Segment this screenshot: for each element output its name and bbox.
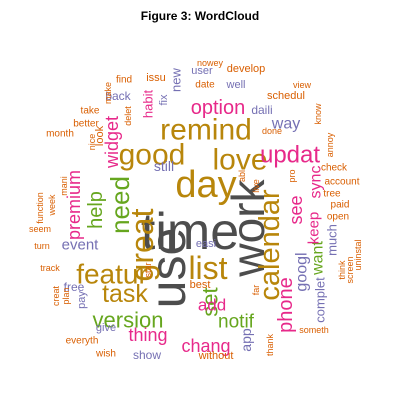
word-best: best bbox=[190, 279, 211, 291]
word-use: use bbox=[140, 228, 196, 309]
word-list: list bbox=[188, 250, 227, 286]
word-creat: creat bbox=[51, 286, 61, 307]
word-task: task bbox=[102, 280, 148, 308]
word-still: still bbox=[154, 158, 174, 174]
word-need: need bbox=[105, 176, 135, 234]
word-featur: featur bbox=[76, 259, 148, 290]
word-phone: phone bbox=[275, 277, 297, 333]
word-notif: notif bbox=[218, 312, 255, 333]
word-option: option bbox=[191, 97, 246, 119]
word-better: better bbox=[73, 119, 99, 130]
word-work: work bbox=[222, 178, 274, 277]
word-day: day bbox=[175, 164, 236, 206]
word-take: take bbox=[81, 106, 100, 117]
word-check: check bbox=[321, 163, 348, 174]
word-help: help bbox=[85, 191, 107, 229]
word-someth: someth bbox=[299, 325, 329, 335]
word-remind: remind bbox=[160, 114, 252, 147]
word-function: function bbox=[35, 192, 45, 224]
word-add: add bbox=[198, 296, 226, 315]
word-habit: habit bbox=[141, 90, 156, 119]
word-chang: chang bbox=[181, 336, 230, 356]
word-month: month bbox=[46, 129, 74, 140]
word-daili: daili bbox=[251, 103, 272, 117]
word-complet: complet bbox=[313, 277, 328, 323]
word-great: great bbox=[124, 208, 160, 281]
word-annoy: annoy bbox=[325, 132, 335, 157]
word-schedul: schedul bbox=[267, 90, 305, 102]
word-way: way bbox=[271, 116, 300, 133]
word-nowey: nowey bbox=[197, 58, 224, 68]
word-give: give bbox=[96, 322, 116, 334]
word-thank: thank bbox=[265, 333, 275, 356]
word-look: look bbox=[94, 125, 106, 146]
word-date: date bbox=[195, 80, 215, 91]
word-time: time bbox=[141, 203, 239, 261]
word-widget: widget bbox=[102, 116, 122, 169]
word-thing: thing bbox=[128, 325, 167, 345]
word-premium: premium bbox=[64, 170, 84, 240]
word-everyth: everyth bbox=[66, 336, 99, 347]
word-updat: updat bbox=[260, 142, 320, 169]
word-well: well bbox=[226, 79, 246, 91]
word-show: show bbox=[133, 348, 161, 362]
word-version: version bbox=[93, 308, 164, 333]
word-account: account bbox=[324, 177, 359, 188]
word-develop: develop bbox=[227, 63, 266, 75]
word-live: live bbox=[251, 179, 261, 193]
word-set: set bbox=[198, 287, 223, 316]
word-back: back bbox=[105, 89, 131, 103]
word-delet: delet bbox=[123, 106, 133, 126]
word-uninstal: uninstal bbox=[353, 239, 363, 270]
word-abl: abl bbox=[237, 170, 247, 182]
word-paid: paid bbox=[331, 200, 350, 211]
word-tree: tree bbox=[323, 189, 341, 200]
word-issu: issu bbox=[146, 72, 166, 84]
word-seem: seem bbox=[29, 224, 51, 234]
word-open: open bbox=[327, 212, 349, 223]
word-find: find bbox=[116, 75, 132, 86]
word-plan: plan bbox=[61, 287, 71, 304]
word-keep: keep bbox=[306, 212, 323, 245]
word-want: want bbox=[310, 241, 327, 276]
word-see: see bbox=[286, 195, 306, 224]
word-pro: pro bbox=[287, 169, 297, 182]
word-mani: mani bbox=[59, 176, 69, 196]
word-calendar: calendar bbox=[254, 189, 286, 301]
word-love: love bbox=[212, 144, 267, 177]
word-screen: screen bbox=[345, 256, 355, 283]
word-new: new bbox=[169, 67, 184, 91]
word-good: good bbox=[119, 139, 186, 172]
word-event: event bbox=[62, 237, 100, 254]
word-much: much bbox=[325, 224, 340, 256]
word-without: without bbox=[198, 350, 234, 362]
word-nice: nice bbox=[87, 134, 97, 151]
word-sync: sync bbox=[308, 166, 325, 199]
word-googl: googl bbox=[294, 252, 311, 291]
word-done: done bbox=[262, 126, 282, 136]
word-fix: fix bbox=[158, 94, 170, 106]
word-star: star bbox=[143, 262, 153, 277]
word-think: think bbox=[337, 260, 347, 280]
word-view: view bbox=[293, 80, 312, 90]
word-easi: easi bbox=[196, 238, 216, 250]
word-know: know bbox=[313, 103, 323, 125]
figure-title: Figure 3: WordCloud bbox=[140, 9, 260, 23]
word-free: free bbox=[64, 280, 85, 294]
word-week: week bbox=[47, 194, 57, 217]
word-user: user bbox=[191, 65, 213, 77]
word-app: app bbox=[238, 328, 254, 352]
word-far: far bbox=[251, 285, 261, 296]
word-track: track bbox=[40, 263, 60, 273]
word-make: make bbox=[103, 82, 113, 104]
word-turn: turn bbox=[34, 241, 50, 251]
word-wish: wish bbox=[95, 349, 116, 360]
word-pay: pay bbox=[76, 291, 88, 309]
